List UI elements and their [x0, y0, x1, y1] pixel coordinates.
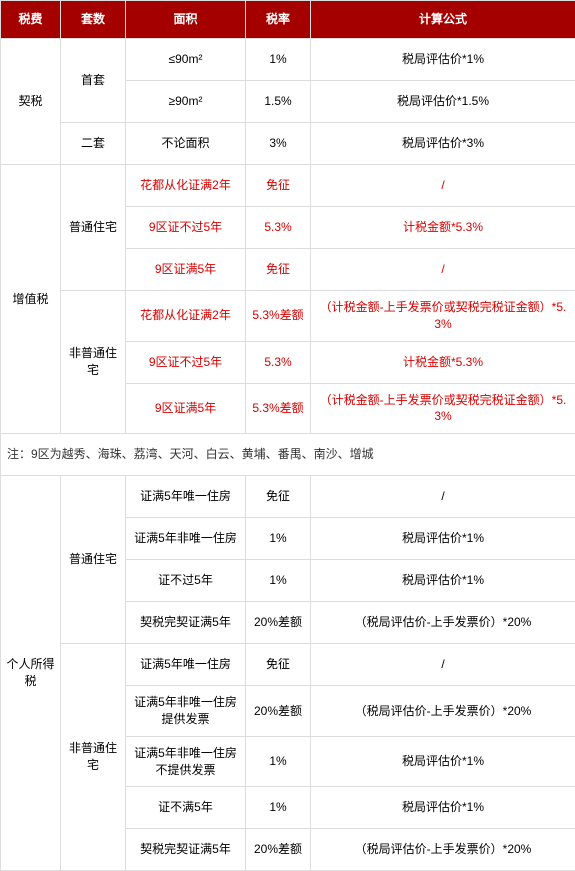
- cell-zzs-label: 增值税: [1, 165, 61, 434]
- cell-rate: 免征: [246, 165, 311, 207]
- cell-area: 证满5年非唯一住房: [126, 518, 246, 560]
- cell-area: 证不过5年: [126, 560, 246, 602]
- cell-area: 证不满5年: [126, 787, 246, 829]
- cell-area: 9区证满5年: [126, 383, 246, 434]
- note-row: 注：9区为越秀、海珠、荔湾、天河、白云、黄埔、番禺、南沙、增城: [1, 434, 575, 476]
- cell-formula: 税局评估价*1%: [311, 518, 575, 560]
- cell-formula: 税局评估价*3%: [311, 123, 575, 165]
- cell-formula: /: [311, 249, 575, 291]
- cell-area: 花都从化证满2年: [126, 165, 246, 207]
- cell-rate: 5.3%差额: [246, 383, 311, 434]
- cell-rate: 免征: [246, 644, 311, 686]
- cell-rate: 1%: [246, 736, 311, 787]
- cell-area: 契税完契证满5年: [126, 602, 246, 644]
- cell-formula: （税局评估价-上手发票价）*20%: [311, 829, 575, 871]
- cell-area: 证满5年非唯一住房提供发票: [126, 686, 246, 737]
- cell-qishui-label: 契税: [1, 39, 61, 165]
- cell-formula: （计税金额-上手发票价或契税完税证金额）*5.3%: [311, 383, 575, 434]
- cell-area: 契税完契证满5年: [126, 829, 246, 871]
- cell-formula: （税局评估价-上手发票价）*20%: [311, 602, 575, 644]
- cell-shoutao: 首套: [61, 39, 126, 123]
- cell-feiputong: 非普通住宅: [61, 644, 126, 871]
- header-area: 面积: [126, 1, 246, 39]
- cell-rate: 20%差额: [246, 602, 311, 644]
- cell-area: 花都从化证满2年: [126, 291, 246, 342]
- table-row: 个人所得税 普通住宅 证满5年唯一住房 免征 /: [1, 476, 575, 518]
- header-set: 套数: [61, 1, 126, 39]
- cell-area: ≤90m²: [126, 39, 246, 81]
- cell-formula: （税局评估价-上手发票价）*20%: [311, 686, 575, 737]
- cell-rate: 1.5%: [246, 81, 311, 123]
- table-row: 增值税 普通住宅 花都从化证满2年 免征 /: [1, 165, 575, 207]
- cell-rate: 1%: [246, 518, 311, 560]
- cell-rate: 1%: [246, 560, 311, 602]
- cell-ertao: 二套: [61, 123, 126, 165]
- cell-area: 证满5年非唯一住房不提供发票: [126, 736, 246, 787]
- cell-geshui-label: 个人所得税: [1, 476, 61, 871]
- cell-rate: 1%: [246, 39, 311, 81]
- cell-rate: 3%: [246, 123, 311, 165]
- cell-putong: 普通住宅: [61, 476, 126, 644]
- cell-area: 9区证不过5年: [126, 341, 246, 383]
- cell-rate: 1%: [246, 787, 311, 829]
- cell-area: 9区证不过5年: [126, 207, 246, 249]
- cell-putong: 普通住宅: [61, 165, 126, 291]
- cell-rate: 5.3%: [246, 341, 311, 383]
- table-row: 非普通住宅 证满5年唯一住房 免征 /: [1, 644, 575, 686]
- cell-area: 证满5年唯一住房: [126, 476, 246, 518]
- cell-formula: 税局评估价*1%: [311, 560, 575, 602]
- cell-feiputong: 非普通住宅: [61, 291, 126, 434]
- cell-formula: 税局评估价*1%: [311, 787, 575, 829]
- cell-rate: 免征: [246, 249, 311, 291]
- cell-area: 不论面积: [126, 123, 246, 165]
- cell-rate: 5.3%差额: [246, 291, 311, 342]
- cell-formula: /: [311, 476, 575, 518]
- cell-formula: 计税金额*5.3%: [311, 341, 575, 383]
- cell-formula: 计税金额*5.3%: [311, 207, 575, 249]
- cell-formula: 税局评估价*1.5%: [311, 81, 575, 123]
- cell-formula: 税局评估价*1%: [311, 736, 575, 787]
- cell-area: 9区证满5年: [126, 249, 246, 291]
- cell-area: 证满5年唯一住房: [126, 644, 246, 686]
- header-rate: 税率: [246, 1, 311, 39]
- table-row: 非普通住宅 花都从化证满2年 5.3%差额 （计税金额-上手发票价或契税完税证金…: [1, 291, 575, 342]
- cell-area: ≥90m²: [126, 81, 246, 123]
- header-taxfee: 税费: [1, 1, 61, 39]
- cell-formula: 税局评估价*1%: [311, 39, 575, 81]
- cell-rate: 免征: [246, 476, 311, 518]
- table-row: 契税 首套 ≤90m² 1% 税局评估价*1%: [1, 39, 575, 81]
- cell-rate: 20%差额: [246, 829, 311, 871]
- cell-rate: 20%差额: [246, 686, 311, 737]
- tax-table: 税费 套数 面积 税率 计算公式 契税 首套 ≤90m² 1% 税局评估价*1%…: [0, 0, 575, 871]
- table-row: 二套 不论面积 3% 税局评估价*3%: [1, 123, 575, 165]
- cell-formula: /: [311, 165, 575, 207]
- cell-formula: /: [311, 644, 575, 686]
- header-formula: 计算公式: [311, 1, 575, 39]
- header-row: 税费 套数 面积 税率 计算公式: [1, 1, 575, 39]
- cell-formula: （计税金额-上手发票价或契税完税证金额）*5.3%: [311, 291, 575, 342]
- cell-note: 注：9区为越秀、海珠、荔湾、天河、白云、黄埔、番禺、南沙、增城: [1, 434, 575, 476]
- cell-rate: 5.3%: [246, 207, 311, 249]
